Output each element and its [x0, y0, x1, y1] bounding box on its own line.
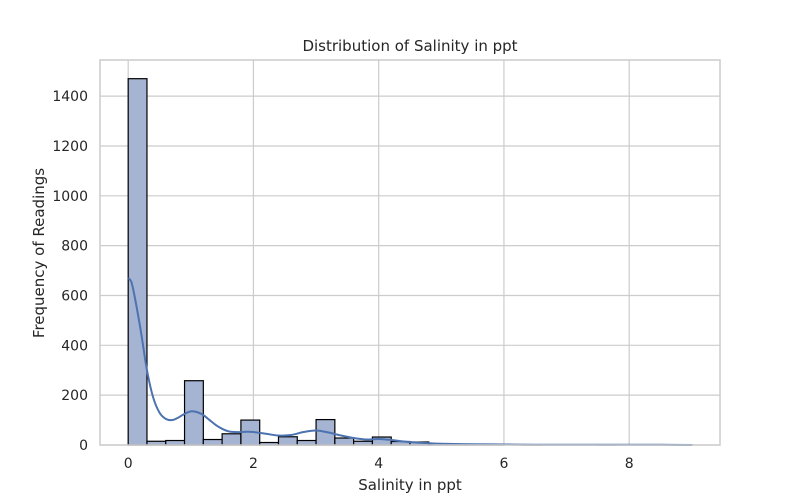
x-tick-label: 6 [499, 456, 508, 472]
y-tick-label: 200 [61, 388, 88, 404]
histogram-bar [334, 437, 355, 446]
histogram-bar [127, 78, 148, 446]
y-axis-label: Frequency of Readings [30, 168, 48, 338]
x-tick-labels: 0 2 4 6 8 [124, 456, 634, 472]
y-tick-label: 800 [61, 239, 88, 255]
histogram-bar [277, 436, 298, 446]
kde-curve-layer [127, 277, 692, 446]
y-tick-labels: 0 200 400 600 800 1000 1200 1400 [52, 89, 88, 454]
histogram-bar [221, 433, 242, 446]
histogram-bar [202, 438, 223, 446]
x-axis-label: Salinity in ppt [358, 476, 462, 494]
y-tick-label: 600 [61, 288, 88, 304]
y-tick-label: 1400 [52, 89, 88, 105]
y-tick-label: 0 [79, 438, 88, 454]
x-tick-label: 4 [374, 456, 383, 472]
chart-title: Distribution of Salinity in ppt [302, 37, 517, 55]
x-tick-label: 2 [249, 456, 258, 472]
x-tick-label: 8 [625, 456, 634, 472]
y-tick-label: 1200 [52, 139, 88, 155]
histogram-bars [127, 78, 693, 446]
plot-frame [99, 59, 721, 446]
kde-line [127, 277, 692, 446]
x-tick-label: 0 [124, 456, 133, 472]
y-tick-label: 1000 [52, 189, 88, 205]
y-tick-label: 400 [61, 338, 88, 354]
